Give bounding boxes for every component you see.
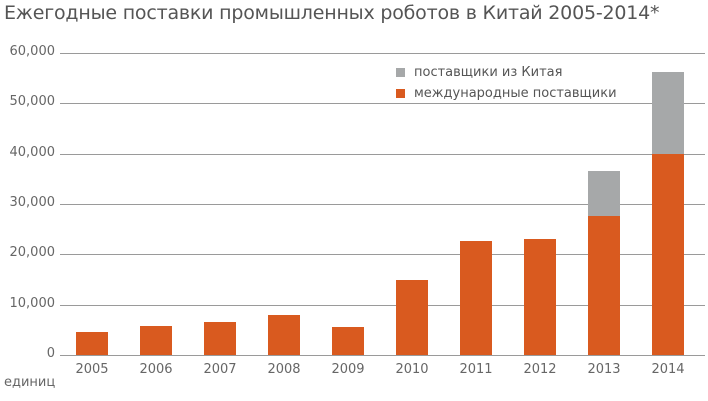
legend-swatch-international [396,89,405,98]
bar-china-2013 [588,171,620,217]
bar-international-2008 [268,315,300,355]
bar-international-2010 [396,279,428,355]
bar-international-2006 [140,325,172,355]
y-tick-label: 30,000 [9,195,56,210]
gridline [60,53,705,54]
legend-item-china: поставщики из Китая [396,62,617,83]
legend-label-china: поставщики из Китая [414,65,563,80]
x-tick-label: 2014 [651,362,685,377]
y-tick-label: 0 [46,346,55,361]
y-tick-label: 50,000 [9,94,56,110]
gridline [60,355,705,356]
x-tick-label: 2009 [331,362,365,377]
x-tick-label: 2012 [523,362,557,377]
y-tick-label: 40,000 [9,144,56,160]
gridline [60,304,705,306]
bar-international-2014 [652,153,684,355]
legend-swatch-china [396,68,405,77]
x-tick-label: 2007 [203,362,237,377]
legend-item-international: международные поставщики [396,83,617,104]
x-tick-label: 2013 [587,362,621,377]
bar-international-2007 [204,321,236,355]
x-tick-label: 2008 [267,362,301,377]
gridline [60,153,705,155]
x-tick-label: 2011 [459,362,493,377]
chart-title: Ежегодные поставки промышленных роботов … [4,2,660,24]
y-axis-unit-label: единиц [4,375,56,390]
y-tick-label: 10,000 [9,295,56,311]
bar-international-2009 [332,326,364,355]
bar-international-2013 [588,216,620,355]
gridline [60,204,705,205]
y-tick-label: 60,000 [9,44,56,59]
legend-label-international: международные поставщики [414,86,617,101]
y-tick-label: 20,000 [9,245,56,261]
bar-international-2005 [76,332,108,355]
legend: поставщики из Китая международные постав… [396,62,617,104]
bar-china-2014 [652,72,684,154]
bar-international-2012 [524,239,556,355]
x-tick-label: 2005 [75,362,109,377]
x-tick-label: 2006 [139,362,173,377]
gridline [60,103,705,105]
gridline [60,254,705,256]
bar-international-2011 [460,241,492,355]
x-tick-label: 2010 [395,362,429,377]
